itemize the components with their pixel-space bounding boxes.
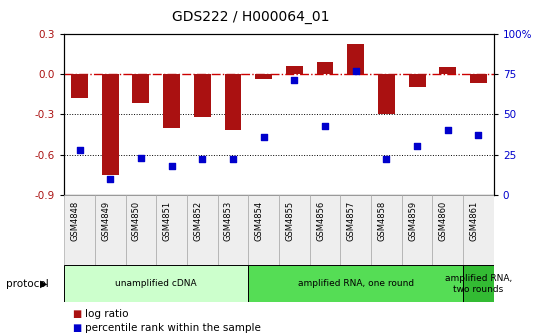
Text: ▶: ▶ [40, 279, 47, 289]
Bar [402, 195, 432, 265]
Text: GSM4855: GSM4855 [285, 201, 295, 241]
Point [259, 134, 268, 139]
Text: GSM4860: GSM4860 [439, 201, 448, 241]
Point [198, 157, 206, 162]
Point [167, 163, 176, 169]
Point [351, 68, 360, 73]
Text: ■: ■ [73, 309, 82, 319]
Bar [64, 265, 248, 302]
Bar [255, 74, 272, 79]
Bar [310, 195, 340, 265]
Bar [340, 195, 371, 265]
Bar [194, 74, 211, 117]
Point [382, 157, 391, 162]
Text: GSM4850: GSM4850 [132, 201, 141, 241]
Bar [132, 74, 150, 103]
Bar [463, 265, 494, 302]
Point [443, 128, 452, 133]
Bar [248, 195, 279, 265]
Bar [248, 265, 463, 302]
Bar [463, 195, 494, 265]
Text: percentile rank within the sample: percentile rank within the sample [85, 323, 261, 333]
Point [105, 176, 115, 181]
Text: GSM4857: GSM4857 [347, 201, 356, 241]
Text: GSM4858: GSM4858 [377, 201, 386, 241]
Bar [95, 195, 126, 265]
Bar [64, 195, 95, 265]
Point [290, 78, 299, 83]
Text: GSM4861: GSM4861 [469, 201, 478, 241]
Text: GSM4852: GSM4852 [193, 201, 202, 241]
Text: GDS222 / H000064_01: GDS222 / H000064_01 [172, 10, 330, 24]
Bar [378, 74, 395, 114]
Bar [279, 195, 310, 265]
Bar [470, 74, 487, 83]
Bar [439, 67, 456, 74]
Point [320, 123, 329, 128]
Bar [218, 195, 248, 265]
Text: GSM4853: GSM4853 [224, 201, 233, 241]
Text: GSM4849: GSM4849 [101, 201, 110, 241]
Text: GSM4856: GSM4856 [316, 201, 325, 241]
Text: protocol: protocol [6, 279, 49, 289]
Point [228, 157, 237, 162]
Bar [347, 44, 364, 74]
Bar [163, 74, 180, 128]
Bar [126, 195, 156, 265]
Bar [224, 74, 242, 130]
Bar [71, 74, 88, 98]
Text: GSM4851: GSM4851 [162, 201, 171, 241]
Text: ■: ■ [73, 323, 82, 333]
Bar [371, 195, 402, 265]
Text: GSM4859: GSM4859 [408, 201, 417, 241]
Bar [102, 74, 119, 175]
Bar [432, 195, 463, 265]
Bar [187, 195, 218, 265]
Point [412, 144, 421, 149]
Point [136, 155, 145, 161]
Bar [408, 74, 426, 87]
Text: amplified RNA, one round: amplified RNA, one round [297, 280, 414, 288]
Point [75, 147, 84, 153]
Text: GSM4848: GSM4848 [70, 201, 79, 241]
Bar [156, 195, 187, 265]
Text: GSM4854: GSM4854 [254, 201, 263, 241]
Bar [286, 66, 303, 74]
Text: amplified RNA,
two rounds: amplified RNA, two rounds [445, 274, 512, 294]
Bar [316, 62, 334, 74]
Text: log ratio: log ratio [85, 309, 129, 319]
Text: unamplified cDNA: unamplified cDNA [116, 280, 197, 288]
Point [474, 132, 483, 138]
